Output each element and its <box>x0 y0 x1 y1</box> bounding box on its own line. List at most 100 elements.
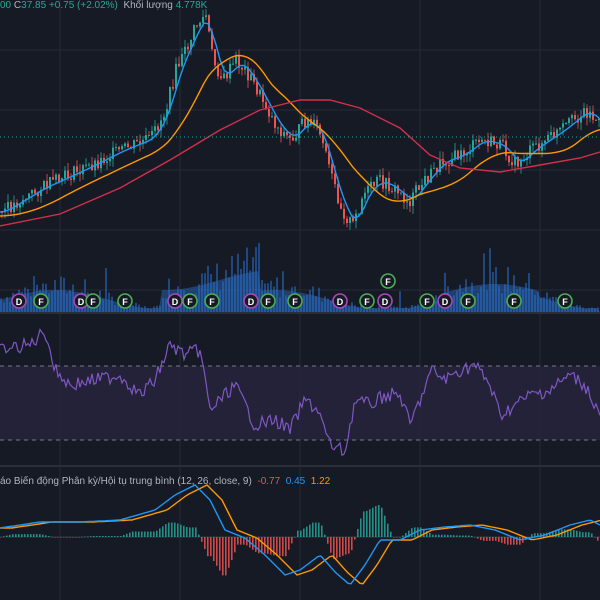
candle-body <box>340 203 342 209</box>
candle-body <box>337 184 339 204</box>
volume-bar <box>33 276 35 312</box>
candle-body <box>373 181 375 187</box>
volume-bar <box>132 305 134 312</box>
volume-bar <box>114 305 116 312</box>
volume-bar <box>417 304 419 312</box>
candle-body <box>214 49 216 66</box>
candle-body <box>460 150 462 160</box>
macd-histogram-bar <box>408 530 410 537</box>
macd-histogram-bar <box>450 535 452 537</box>
candle-body <box>157 126 159 131</box>
candle-body <box>394 185 396 192</box>
volume-bar <box>405 307 407 312</box>
macd-histogram-bar <box>303 528 305 537</box>
macd-histogram-bar <box>54 537 56 538</box>
candle-body <box>187 46 189 50</box>
signal-marker-D: D <box>167 293 183 309</box>
marker-ring <box>85 293 101 309</box>
candle-body <box>568 118 570 123</box>
macd-histogram-bar <box>12 534 14 537</box>
volume-bar <box>276 277 278 312</box>
volume-bar <box>579 305 581 312</box>
macd-histogram-bar <box>591 533 593 537</box>
macd-histogram-bar <box>168 522 170 537</box>
macd-histogram-bar <box>330 537 332 553</box>
macd-histogram-bar <box>261 537 263 554</box>
candle-body <box>166 109 168 117</box>
volume-bar <box>285 295 287 312</box>
candle-body <box>286 131 288 136</box>
macd-pane[interactable] <box>0 484 600 585</box>
macd-histogram-bar <box>0 537 2 538</box>
candle-body <box>343 208 345 219</box>
macd-histogram-bar <box>255 537 257 552</box>
marker-ring <box>260 293 276 309</box>
candle-body <box>115 147 117 149</box>
volume-bar <box>492 272 494 312</box>
macd-histogram-bar <box>258 537 260 554</box>
volume-bar <box>51 290 53 312</box>
volume-bar <box>504 284 506 312</box>
candle-body <box>133 140 135 149</box>
macd-histogram-bar <box>132 531 134 537</box>
volume-bar <box>318 287 320 312</box>
marker-ring <box>460 293 476 309</box>
macd-histogram-bar <box>117 536 119 537</box>
candle-body <box>172 87 174 89</box>
macd-histogram-bar <box>270 537 272 555</box>
volume-bar <box>456 290 458 312</box>
candle-body <box>196 25 198 27</box>
rsi-pane[interactable] <box>0 328 600 457</box>
macd-histogram-bar <box>144 531 146 537</box>
volume-bar <box>231 255 233 312</box>
candle-body <box>49 177 51 189</box>
marker-ring <box>359 293 375 309</box>
volume-bar <box>135 302 137 312</box>
signal-marker-F: F <box>460 293 476 309</box>
candle-body <box>268 109 270 117</box>
volume-bar <box>591 307 593 312</box>
signal-markers[interactable]: D F D F F D F F D F F D F D F D F F FF <box>11 273 573 309</box>
macd-histogram-bar <box>564 529 566 537</box>
candle-body <box>226 73 228 79</box>
volume-bar <box>240 269 242 312</box>
volume-bar <box>573 307 575 312</box>
volume-bar <box>54 280 56 312</box>
candle-body <box>481 139 483 143</box>
volume-bar <box>162 297 164 312</box>
marker-letter: D <box>382 297 389 307</box>
volume-bar <box>345 303 347 312</box>
volume-bar <box>522 289 524 312</box>
macd-histogram-bar <box>123 534 125 537</box>
candle-body <box>295 137 297 141</box>
macd-histogram-bar <box>273 537 275 556</box>
candle-body <box>88 164 90 166</box>
candle-body <box>217 65 219 77</box>
volume-bar <box>396 307 398 312</box>
candle-body <box>262 89 264 102</box>
candle-body <box>259 89 261 95</box>
candle-body <box>382 175 384 189</box>
volume-bar <box>375 308 377 312</box>
macd-histogram-bar <box>66 537 68 538</box>
macd-histogram-bar <box>204 537 206 549</box>
macd-histogram-bar <box>306 526 308 537</box>
macd-histogram-bar <box>555 529 557 537</box>
volume-bar <box>315 296 317 312</box>
candle-body <box>145 135 147 140</box>
volume-bar <box>444 272 446 312</box>
macd-histogram-bar <box>90 536 92 537</box>
macd-histogram-bar <box>78 537 80 538</box>
marker-letter: F <box>385 277 391 287</box>
candle-body <box>598 118 600 121</box>
volume-bar <box>204 272 206 312</box>
candle-body <box>550 132 552 136</box>
macd-histogram-bar <box>597 537 599 541</box>
macd-histogram-bar <box>3 536 5 537</box>
volume-bar <box>201 273 203 312</box>
volume-bar <box>69 289 71 312</box>
volume-bar <box>459 284 461 312</box>
macd-histogram-bar <box>24 534 26 537</box>
